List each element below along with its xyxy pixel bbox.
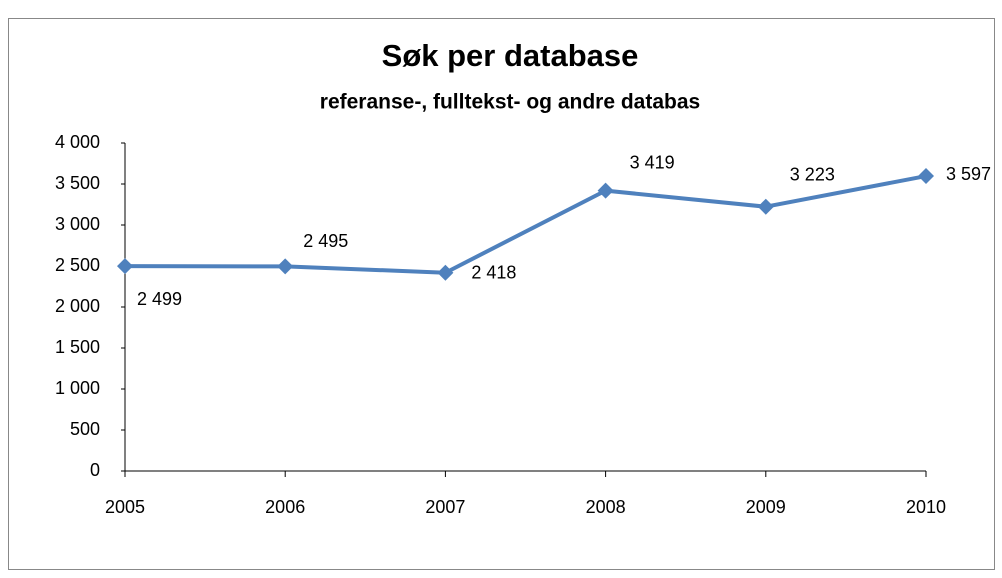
data-label: 2 418 <box>471 262 516 282</box>
y-tick-label: 2 500 <box>55 255 100 275</box>
y-tick-label: 3 000 <box>55 214 100 234</box>
series-line <box>124 174 927 275</box>
chart-frame <box>8 18 995 570</box>
y-tick-label: 2 000 <box>55 296 100 316</box>
y-tick-label: 1 000 <box>55 378 100 398</box>
point-marker <box>437 264 454 281</box>
x-tick-label: 2008 <box>586 497 626 517</box>
x-tick-label: 2007 <box>425 497 465 517</box>
data-label: 2 495 <box>303 231 348 251</box>
point-marker <box>117 258 133 275</box>
y-tick-label: 3 500 <box>55 173 100 193</box>
x-tick-label: 2006 <box>265 497 305 517</box>
y-tick-label: 4 000 <box>55 132 100 152</box>
point-marker <box>918 168 934 185</box>
chart-title: Søk per database <box>382 38 639 73</box>
x-tick-label: 2009 <box>746 497 786 517</box>
point-marker <box>277 258 294 275</box>
data-label: 3 419 <box>630 152 675 172</box>
x-tick-label: 2005 <box>105 497 145 517</box>
point-marker <box>597 182 614 199</box>
y-tick-label: 0 <box>90 460 100 480</box>
data-label: 2 499 <box>137 289 182 309</box>
y-tick-label: 500 <box>70 419 100 439</box>
point-marker <box>757 198 774 215</box>
data-label: 3 597 <box>946 164 991 184</box>
chart-subtitle: referanse-, fulltekst- og andre databas <box>320 91 700 114</box>
x-tick-label: 2010 <box>906 497 946 517</box>
y-tick-label: 1 500 <box>55 337 100 357</box>
data-label: 3 223 <box>790 164 835 184</box>
